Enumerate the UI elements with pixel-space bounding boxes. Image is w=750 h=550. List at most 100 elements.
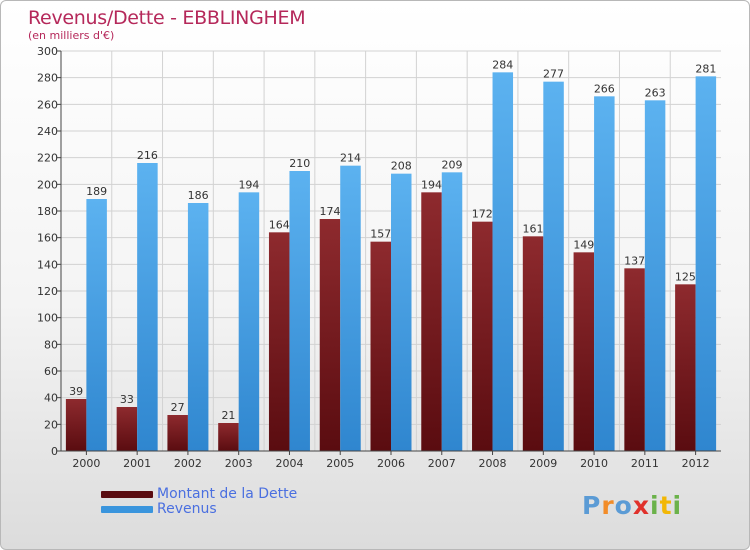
x-tick-label: 2001 — [123, 457, 151, 470]
bar-revenus — [238, 192, 260, 452]
x-tick-label: 2008 — [479, 457, 507, 470]
bar-debt — [268, 232, 290, 451]
bar-debt — [421, 192, 442, 452]
y-tick-label: 80 — [44, 338, 58, 351]
logo-letter: i — [650, 491, 660, 520]
y-tick-label: 140 — [37, 258, 58, 271]
legend-label-revenus: Revenus — [157, 501, 217, 517]
x-tick-label: 2009 — [529, 457, 557, 470]
bar-debt — [319, 219, 341, 451]
data-label-debt: 21 — [221, 409, 235, 422]
bar-revenus — [492, 72, 514, 451]
bar-revenus — [695, 76, 717, 451]
y-tick-label: 200 — [37, 178, 58, 191]
x-tick-label: 2005 — [326, 457, 354, 470]
data-label-revenus: 216 — [137, 149, 158, 162]
proxiti-logo: Proxiti — [582, 491, 682, 520]
bar-debt — [370, 241, 391, 451]
bar-debt — [522, 236, 544, 451]
data-label-debt: 39 — [69, 385, 83, 398]
y-tick-label: 220 — [37, 152, 58, 165]
data-label-revenus: 284 — [492, 58, 513, 71]
y-tick-label: 240 — [37, 125, 58, 138]
y-tick-label: 300 — [37, 45, 58, 58]
data-label-debt: 137 — [624, 254, 645, 267]
y-tick-label: 20 — [44, 418, 58, 431]
y-tick-label: 260 — [37, 98, 58, 111]
x-tick-label: 2011 — [631, 457, 659, 470]
data-label-revenus: 194 — [238, 178, 259, 191]
bar-debt — [624, 268, 645, 451]
chart-title: Revenus/Dette - EBBLINGHEM — [28, 7, 306, 29]
x-tick-label: 2012 — [682, 457, 710, 470]
bar-revenus — [594, 96, 615, 451]
y-tick-label: 100 — [37, 312, 58, 325]
data-label-debt: 164 — [269, 218, 290, 231]
data-label-debt: 125 — [675, 270, 696, 283]
x-tick-label: 2004 — [275, 457, 303, 470]
x-tick-label: 2002 — [174, 457, 202, 470]
bar-revenus — [340, 165, 361, 451]
bar-revenus — [289, 171, 310, 451]
data-label-revenus: 281 — [695, 62, 716, 75]
chart-subtitle: (en milliers d'€) — [28, 29, 115, 42]
logo-letter: t — [659, 491, 673, 520]
logo-letter: P — [582, 491, 602, 520]
y-tick-label: 120 — [37, 285, 58, 298]
bar-debt — [472, 221, 493, 451]
bar-debt — [116, 407, 138, 451]
data-label-debt: 194 — [421, 178, 442, 191]
x-tick-label: 2007 — [428, 457, 456, 470]
logo-letter: o — [614, 491, 633, 520]
bar-revenus — [137, 163, 158, 451]
x-tick-label: 2006 — [377, 457, 405, 470]
data-label-debt: 33 — [120, 393, 134, 406]
data-label-debt: 157 — [370, 228, 391, 241]
logo-letter: x — [632, 491, 650, 520]
data-label-debt: 174 — [319, 205, 340, 218]
legend-label-debt: Montant de la Dette — [157, 486, 298, 502]
bar-revenus — [644, 100, 666, 451]
y-tick-label: 0 — [51, 445, 58, 458]
data-label-revenus: 189 — [86, 185, 107, 198]
data-label-revenus: 266 — [594, 82, 615, 95]
data-label-revenus: 208 — [391, 160, 412, 173]
data-labels: 39 33 27 21 164 174 157 194 172 161 149 137 125 189 21… — [69, 58, 716, 422]
legend-swatch-revenus — [101, 506, 153, 513]
y-tick-label: 60 — [44, 365, 58, 378]
bar-debt — [573, 252, 595, 451]
x-tick-label: 2003 — [225, 457, 253, 470]
y-tick-label: 180 — [37, 205, 58, 218]
y-tick-label: 160 — [37, 232, 58, 245]
bars — [65, 72, 717, 452]
data-label-debt: 27 — [171, 401, 185, 414]
x-tick-label: 2000 — [72, 457, 100, 470]
bar-revenus — [86, 199, 107, 451]
bar-debt — [65, 399, 87, 451]
data-label-revenus: 263 — [645, 86, 666, 99]
data-label-revenus: 214 — [340, 152, 361, 165]
data-label-revenus: 277 — [543, 68, 564, 81]
data-label-revenus: 209 — [442, 158, 463, 171]
data-label-revenus: 210 — [289, 157, 310, 170]
bar-revenus — [391, 173, 412, 451]
data-label-debt: 172 — [472, 208, 493, 221]
logo-letter: i — [672, 491, 683, 520]
data-label-debt: 149 — [573, 238, 594, 251]
bar-debt — [218, 423, 239, 451]
y-tick-label: 280 — [37, 72, 58, 85]
x-tick-label: 2010 — [580, 457, 608, 470]
legend-swatch-debt — [101, 491, 153, 498]
bar-debt — [675, 284, 696, 451]
data-label-debt: 161 — [523, 222, 544, 235]
bar-revenus — [543, 81, 564, 452]
axes: 0 20 40 60 80 100 120 140 160 180 200 220 240 260 280 3… — [37, 45, 721, 470]
bar-revenus — [441, 172, 463, 452]
bar-debt — [167, 415, 188, 451]
data-label-revenus: 186 — [188, 189, 209, 202]
logo-letter: r — [601, 491, 615, 520]
y-tick-label: 40 — [44, 392, 58, 405]
bar-revenus — [187, 203, 209, 451]
